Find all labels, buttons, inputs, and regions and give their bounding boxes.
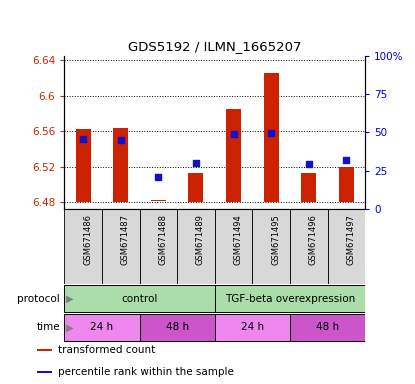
Point [230,131,237,137]
Bar [290,313,365,341]
Bar [252,209,290,284]
Point [193,160,199,166]
Text: GSM671495: GSM671495 [271,214,280,265]
Text: transformed count: transformed count [59,345,156,355]
Text: GSM671494: GSM671494 [234,214,242,265]
Text: protocol: protocol [17,293,60,304]
Text: percentile rank within the sample: percentile rank within the sample [59,367,234,377]
Bar [188,173,203,202]
Text: 24 h: 24 h [90,322,113,333]
Bar [139,209,177,284]
Bar [290,209,327,284]
Text: GSM671497: GSM671497 [347,214,355,265]
Text: TGF-beta overexpression: TGF-beta overexpression [225,293,355,304]
Bar [215,209,252,284]
Bar [215,285,365,313]
Bar [264,73,279,202]
Text: GSM671487: GSM671487 [121,214,130,265]
Text: GSM671489: GSM671489 [196,214,205,265]
Text: control: control [121,293,158,304]
Text: GSM671486: GSM671486 [83,214,92,265]
Bar [37,371,52,373]
Bar [339,167,354,202]
Point [305,161,312,167]
Bar [215,313,290,341]
Bar [102,209,139,284]
Bar [301,173,316,202]
Text: ▶: ▶ [66,322,74,333]
Text: 24 h: 24 h [241,322,264,333]
Bar [76,129,90,202]
Text: GSM671488: GSM671488 [159,214,167,265]
Point [268,130,274,136]
Text: 48 h: 48 h [316,322,339,333]
Bar [64,313,139,341]
Text: GSM671496: GSM671496 [309,214,318,265]
Bar [327,209,365,284]
Text: ▶: ▶ [66,293,74,304]
Point [80,136,86,142]
Bar [139,313,215,341]
Bar [37,349,52,351]
Bar [177,209,215,284]
Bar [64,285,215,313]
Text: 48 h: 48 h [166,322,189,333]
Bar [113,129,128,202]
Text: time: time [37,322,60,333]
Point [117,137,124,143]
Bar [151,200,166,201]
Bar [226,109,241,202]
Point [343,157,350,163]
Title: GDS5192 / ILMN_1665207: GDS5192 / ILMN_1665207 [128,40,302,53]
Point [155,174,162,180]
Bar [64,209,102,284]
